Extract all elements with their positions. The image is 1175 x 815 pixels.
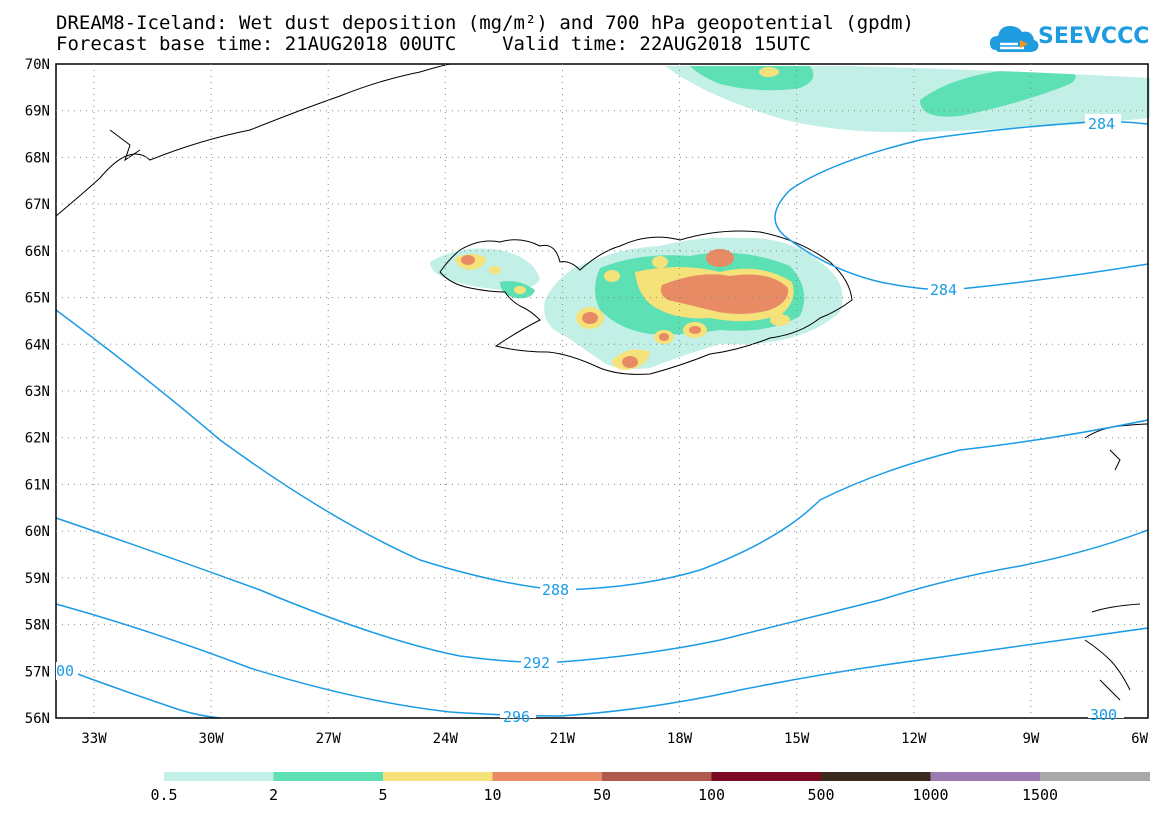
legend-label: 100: [698, 786, 725, 804]
lon-label: 24W: [433, 731, 459, 747]
color-legend: 0.5 2 5 10 50 100 500 1000 1500: [150, 772, 1150, 804]
lat-label: 60N: [25, 524, 50, 540]
lat-label: 58N: [25, 618, 50, 634]
lat-label: 56N: [25, 711, 50, 727]
logo-text: SEEVCCC: [1038, 24, 1150, 49]
lon-label: 33W: [81, 731, 107, 747]
legend-swatch: [164, 772, 274, 781]
lat-label: 59N: [25, 571, 50, 587]
legend-label: 2: [269, 786, 278, 804]
lat-label: 61N: [25, 477, 50, 493]
lat-label: 67N: [25, 197, 50, 213]
cloud-logo-icon: [990, 26, 1039, 52]
legend-label: 1000: [912, 786, 948, 804]
legend-swatch: [383, 772, 493, 781]
legend-swatch: [930, 772, 1041, 781]
lon-label: 9W: [1022, 731, 1039, 747]
map-title: DREAM8-Iceland: Wet dust deposition (mg/…: [56, 12, 914, 34]
map-subtitle: Forecast base time: 21AUG2018 00UTC Vali…: [56, 33, 811, 55]
contour-label-284: 284: [930, 281, 957, 299]
legend-swatch: [821, 772, 931, 781]
legend-swatch: [492, 772, 603, 781]
graticule: [56, 64, 1148, 718]
contour-label-296: 296: [503, 708, 530, 726]
lon-label: 18W: [667, 731, 693, 747]
lat-label: 62N: [25, 431, 50, 447]
lon-label: 21W: [550, 731, 576, 747]
lat-label: 65N: [25, 291, 50, 307]
legend-swatch: [602, 772, 712, 781]
coastline: [55, 63, 1149, 701]
lat-label: 57N: [25, 664, 50, 680]
legend-label: 500: [807, 786, 834, 804]
legend-label: 10: [483, 786, 501, 804]
lat-label: 64N: [25, 337, 50, 353]
lon-label: 27W: [316, 731, 342, 747]
legend-label: 5: [378, 786, 387, 804]
lat-label: 69N: [25, 104, 50, 120]
contour-label-292: 292: [523, 654, 550, 672]
legend-swatch: [1040, 772, 1150, 781]
dust-deposition-field: [430, 66, 1150, 370]
contour-label-300: 300: [1090, 706, 1117, 724]
legend-swatch: [711, 772, 822, 781]
lon-label: 30W: [198, 731, 224, 747]
lat-label: 68N: [25, 150, 50, 166]
legend-label: 1500: [1022, 786, 1058, 804]
contour-label-288: 288: [542, 581, 569, 599]
lon-label: 6W: [1131, 731, 1148, 747]
lat-label: 70N: [25, 57, 50, 73]
legend-swatch: [273, 772, 384, 781]
contour-labels: 284 284 288 292 296 300 00: [56, 114, 1124, 726]
legend-label: 0.5: [150, 786, 177, 804]
axis-labels: 70N 69N 68N 67N 66N 65N 64N 63N 62N 61N 60N 59N 58N 5…: [25, 57, 1149, 747]
lat-label: 63N: [25, 384, 50, 400]
contour-label-284-top: 284: [1088, 115, 1115, 133]
lat-label: 66N: [25, 244, 50, 260]
legend-label: 50: [593, 786, 611, 804]
lon-label: 15W: [784, 731, 810, 747]
geopotential-contours: [55, 120, 1149, 719]
lon-label: 12W: [901, 731, 927, 747]
contour-label-300-left: 00: [56, 662, 74, 680]
